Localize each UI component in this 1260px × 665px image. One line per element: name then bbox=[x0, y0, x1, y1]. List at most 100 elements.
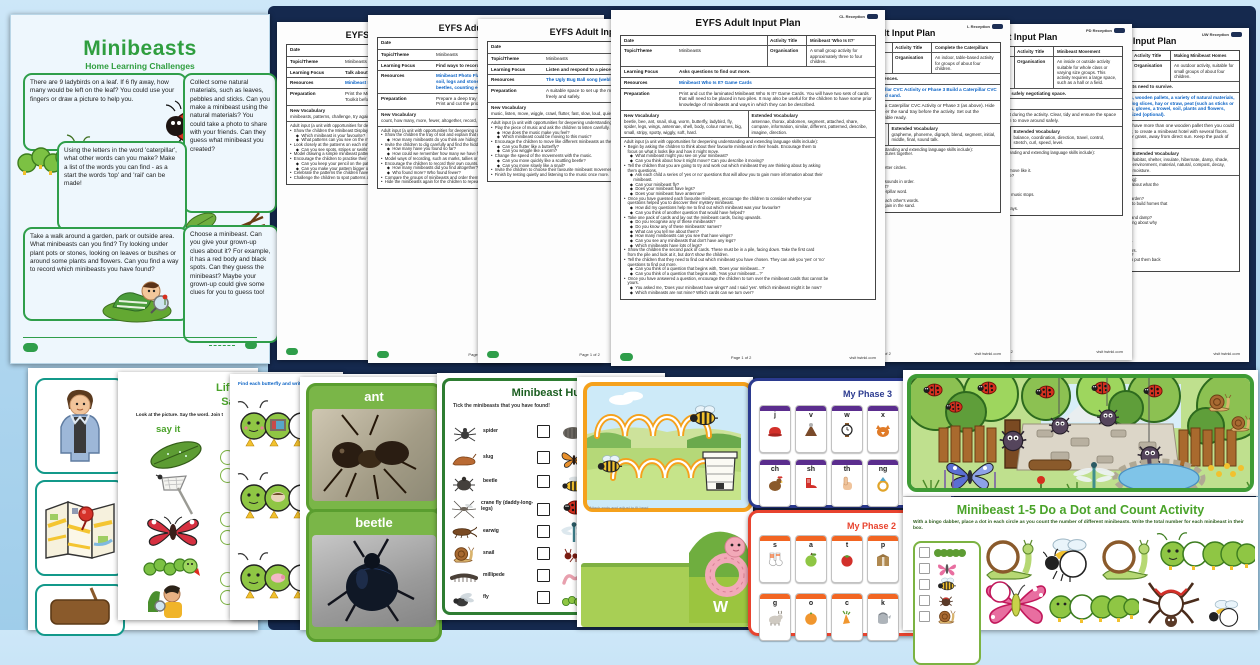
boy-magnifier-icon bbox=[102, 281, 172, 323]
area-tag: L Reception bbox=[967, 24, 990, 29]
snail-key-icon bbox=[937, 609, 957, 624]
tag-pill bbox=[867, 14, 878, 19]
flashcard-label: beetle bbox=[355, 515, 393, 530]
ring-image bbox=[877, 477, 889, 492]
flashcard-label: ant bbox=[364, 389, 384, 404]
count-checkbox bbox=[919, 579, 930, 590]
bee-key-icon bbox=[937, 577, 957, 591]
twinkl-logo bbox=[286, 348, 298, 355]
map-icon bbox=[45, 501, 115, 559]
caterpillar-dot-icon bbox=[1156, 532, 1255, 570]
hunt-checkbox bbox=[537, 569, 550, 582]
slug-icon bbox=[452, 453, 477, 466]
picture-card-man bbox=[35, 378, 125, 474]
twinkl-logo bbox=[377, 351, 389, 358]
phase3-title: My Phase 3 bbox=[843, 389, 893, 399]
millipede-icon bbox=[450, 573, 478, 582]
challenge-box-materials: Collect some natural materials, such as … bbox=[183, 73, 277, 213]
count-checkbox bbox=[919, 595, 930, 606]
eyfs-plan-page-4[interactable]: CL Reception EYFS Adult Input Plan Date A… bbox=[611, 10, 885, 366]
picture-card-sign bbox=[35, 584, 125, 636]
sound-card: j bbox=[759, 405, 791, 453]
dragonfly bbox=[1073, 462, 1115, 488]
sound-card: t bbox=[831, 535, 863, 583]
sign-icon bbox=[50, 587, 110, 625]
area-tag: CL Reception bbox=[839, 14, 865, 19]
crane-fly-icon bbox=[451, 500, 477, 519]
parcel-image bbox=[877, 554, 889, 566]
bee-scene bbox=[587, 386, 741, 500]
sound-card: a bbox=[795, 535, 827, 583]
count-checkbox bbox=[919, 611, 930, 622]
twinkl-logo bbox=[487, 351, 499, 358]
topic-label: Topic/Theme bbox=[290, 59, 318, 64]
spider-key-icon bbox=[939, 596, 953, 607]
hunt-checkbox bbox=[537, 591, 550, 604]
butterfly-key-icon bbox=[938, 564, 956, 576]
twinkl-logo bbox=[23, 343, 38, 352]
fly-icon bbox=[453, 593, 474, 607]
sound-card: ch bbox=[759, 459, 791, 507]
area-tag: UW Reception bbox=[1201, 32, 1229, 37]
phase3-sound-mat[interactable]: My Phase 3 j v w x ch sh th ng bbox=[748, 378, 954, 508]
footer-logo bbox=[245, 341, 257, 349]
socks-image bbox=[768, 552, 783, 567]
spider-icon bbox=[453, 427, 477, 442]
sound-card: ng bbox=[867, 459, 899, 507]
footer-dashes bbox=[209, 345, 235, 346]
sound-card: s bbox=[759, 535, 791, 583]
beetle-icon bbox=[453, 476, 475, 492]
sound-card: g bbox=[759, 593, 791, 641]
worm-card bbox=[689, 517, 749, 623]
dot-count-page[interactable]: Minibeast 1-5 Do a Dot and Count Activit… bbox=[903, 497, 1258, 665]
phase2-title: My Phase 2 bbox=[847, 521, 897, 531]
worksheet-instruction: Find each butterfly and writ bbox=[238, 382, 301, 387]
bee-dot-icon bbox=[1043, 538, 1087, 582]
caterpillar-icon bbox=[143, 558, 200, 576]
flashcard-beetle: beetle bbox=[306, 509, 442, 642]
carrot-image bbox=[842, 610, 851, 624]
sound-card: x bbox=[867, 405, 899, 453]
snail-icon bbox=[452, 545, 476, 563]
apple-image bbox=[805, 552, 817, 567]
sound-card: o bbox=[795, 593, 827, 641]
thumb-image bbox=[843, 476, 852, 490]
footer-rule bbox=[23, 337, 257, 338]
chicken-image bbox=[769, 476, 783, 491]
bee-pencil-control-page[interactable]: Attach ends and adjust to fit head W bbox=[577, 377, 753, 627]
garden-scene bbox=[907, 374, 1254, 492]
twinkl-logo bbox=[620, 353, 633, 361]
sound-card: v bbox=[795, 405, 827, 453]
fox-image bbox=[876, 425, 890, 437]
snail-dot-icon bbox=[986, 539, 1034, 580]
sound-card: k bbox=[867, 593, 899, 641]
watch-image bbox=[841, 423, 853, 437]
hunt-checkbox bbox=[537, 475, 550, 488]
garden-scene-page[interactable] bbox=[903, 370, 1258, 496]
tag-pill bbox=[1231, 32, 1242, 37]
home-learning-page[interactable]: Minibeasts Home Learning Challenges Ther… bbox=[10, 14, 279, 364]
picture-card-map bbox=[35, 480, 125, 576]
challenge-box-letters: Using the letters in the word 'caterpill… bbox=[57, 141, 187, 231]
shoe-image bbox=[806, 478, 817, 490]
hunt-checkbox bbox=[537, 547, 550, 560]
kettle-image bbox=[878, 612, 891, 624]
hunt-instruction: Tick the minibeasts that you have found! bbox=[453, 403, 550, 409]
sound-card: th bbox=[831, 459, 863, 507]
area-tag: PD Reception bbox=[1085, 28, 1112, 33]
beetle-photo bbox=[312, 535, 436, 627]
hunt-title: Minibeast Hunt bbox=[511, 387, 591, 399]
tomato-image bbox=[841, 555, 853, 567]
resource-link[interactable]: Minibeast Who Is It? Game Cards bbox=[679, 79, 752, 85]
butterfly-dot-icon bbox=[985, 581, 1047, 624]
photo-flashcards-page[interactable]: ant beetle bbox=[300, 377, 442, 642]
hunt-checkbox bbox=[537, 425, 550, 438]
volcano-image bbox=[805, 423, 817, 436]
headband-note: Attach ends and adjust to fit head bbox=[589, 505, 649, 510]
spider-dot-icon bbox=[1142, 582, 1200, 627]
hunt-checkbox bbox=[537, 525, 550, 538]
flashcard-ant: ant bbox=[306, 383, 442, 513]
red-butterfly-icon bbox=[147, 516, 199, 546]
dot-count-title: Minibeast 1-5 Do a Dot and Count Activit… bbox=[956, 503, 1205, 517]
caterpillar-key-icon bbox=[934, 549, 966, 557]
